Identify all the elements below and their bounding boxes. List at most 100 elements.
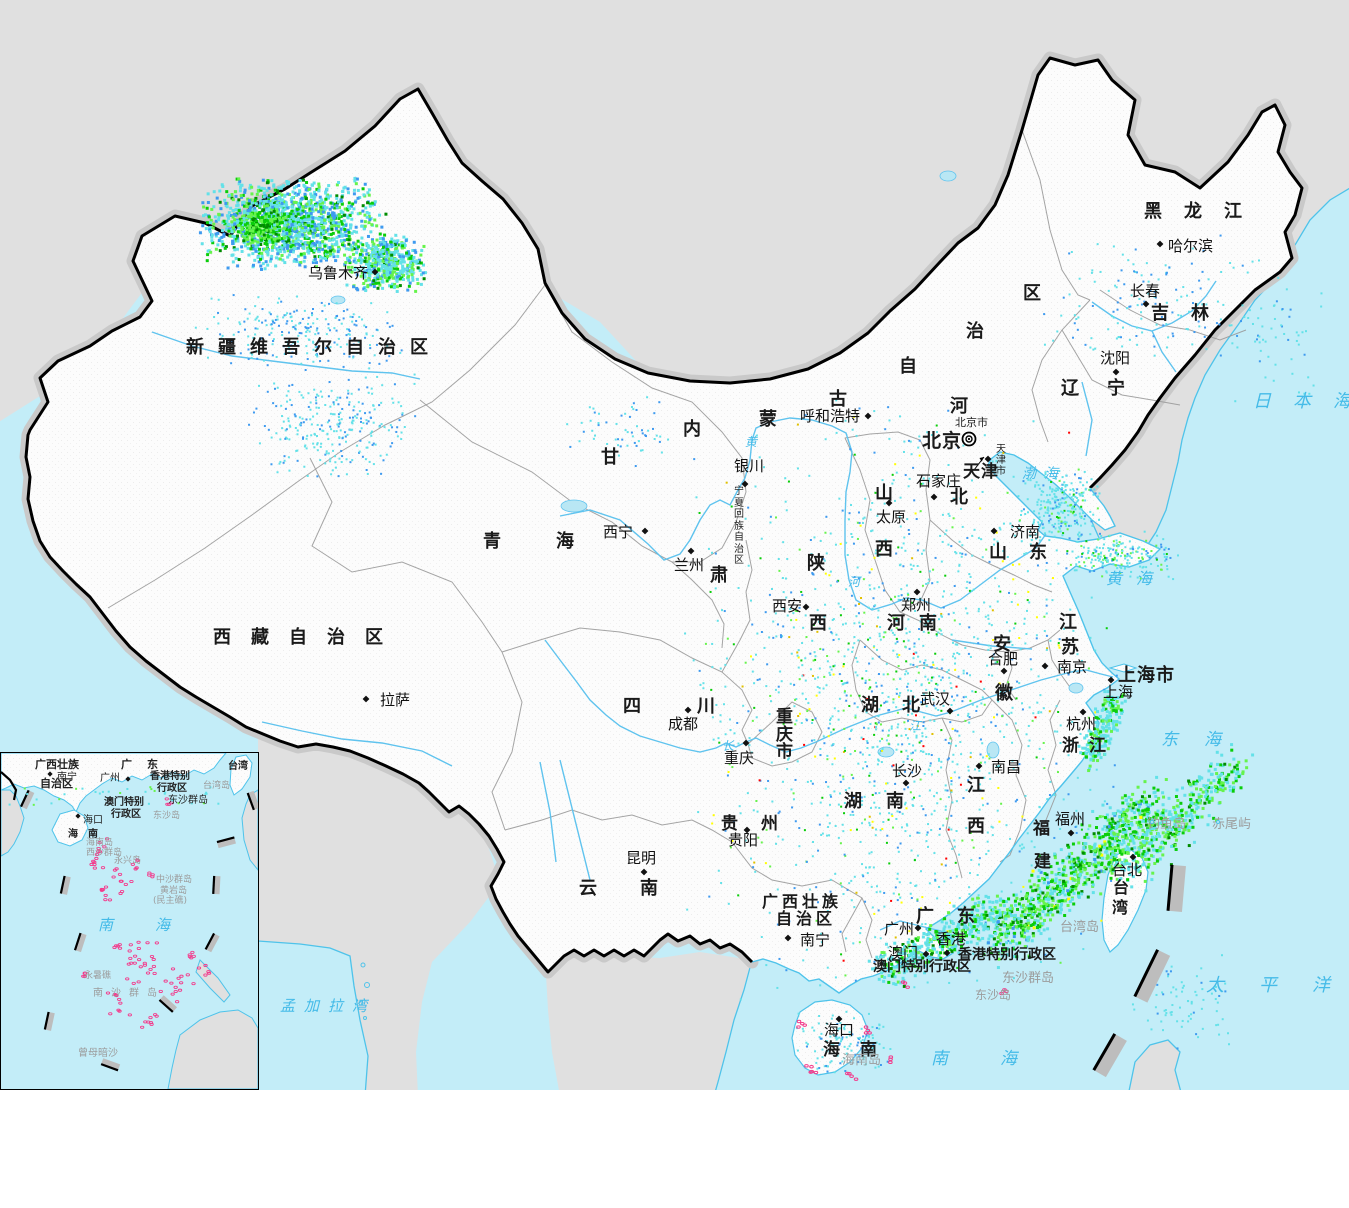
province-boundary [1099, 289, 1247, 341]
city-marker [930, 493, 938, 501]
province-boundary [844, 431, 931, 613]
city-label: 长春 [1130, 282, 1160, 300]
province-boundary [1061, 329, 1181, 406]
province-boundary [671, 561, 725, 649]
river [559, 417, 1047, 611]
province-boundary [731, 841, 873, 959]
capital-marker-beijing [961, 431, 977, 447]
province-label: 重 [776, 706, 793, 727]
inset-label: 东沙群岛 [168, 793, 208, 806]
city-label: 台北 [1112, 861, 1142, 879]
province-label: 西 [967, 816, 985, 837]
river [261, 721, 453, 767]
sea-label: 长 [722, 739, 735, 753]
inset-dash-segment [246, 790, 258, 811]
city-label: 成都 [668, 715, 698, 733]
sea-label: 河 [848, 575, 862, 589]
province-boundary [491, 651, 523, 831]
province-label: 甘 [601, 447, 619, 468]
province-boundary [1039, 699, 1061, 835]
island-label: 海南岛 [842, 1052, 881, 1068]
city-marker [1156, 240, 1164, 248]
province-label: 辽宁 [1061, 377, 1153, 399]
province-label: 海南 [823, 1039, 897, 1060]
inset-label: 南宁 [57, 770, 77, 783]
city-marker [885, 499, 893, 507]
inset-dash-segment [204, 932, 220, 953]
province-label: 陕 [807, 552, 825, 574]
city-marker [125, 776, 131, 782]
province-label: 黑龙江 [1144, 200, 1264, 222]
small-label: 治 [734, 542, 744, 555]
inset-label: 永兴岛 [114, 854, 141, 866]
city-label: 澳门 [888, 944, 918, 962]
city-marker [371, 268, 379, 276]
legend-panel: 全国雷达拼图 [2024-12-16 11:30:00] [ 组合反射率 ] d… [0, 1090, 1349, 1208]
inset-label: 海口 [83, 813, 103, 826]
reef-symbols [796, 980, 1009, 1081]
radar-echo-layer [194, 176, 1323, 1074]
inset-border [0, 752, 259, 1090]
city-label: 香港 [936, 930, 966, 948]
river [1151, 330, 1177, 373]
city-label: 呼和浩特 [800, 407, 860, 425]
small-label: 区 [734, 554, 744, 566]
province-label: 新疆维吾尔自治区 [186, 336, 442, 358]
nine-dash-line [1092, 864, 1186, 1078]
city-label: 郑州 [901, 596, 931, 614]
sea-label: 日本海 [1253, 391, 1349, 412]
province-label: 江 [967, 775, 985, 796]
province-label: 吉林 [1151, 302, 1231, 324]
inset-label: 西沙群岛 [86, 846, 122, 858]
island-label: 钓鱼岛 [1147, 816, 1186, 832]
river [1081, 381, 1093, 457]
city-marker [1129, 853, 1137, 861]
rivers-layer [151, 170, 1217, 942]
city-marker [641, 527, 649, 535]
inset-label: 广 [121, 757, 132, 771]
city-label: 乌鲁木齐 [308, 264, 368, 282]
city-marker [990, 527, 998, 535]
inset-vietnam [1, 789, 25, 857]
river [151, 331, 421, 380]
island [363, 1016, 367, 1020]
city-label: 太原 [876, 508, 906, 526]
chongming-island [1108, 663, 1138, 673]
province-label: 西 [875, 539, 893, 560]
sea-label: 孟加拉湾 [280, 997, 376, 1015]
province-label: 苏 [1061, 636, 1079, 658]
province-label: 治 [966, 320, 984, 342]
lake [986, 741, 1000, 759]
inset-luzon [241, 789, 258, 871]
city-marker [984, 455, 992, 463]
china-radar-map: 新疆维吾尔自治区 西藏自治区 青海甘肃内蒙古自治区黑龙江 吉林 辽宁河北山西山东 河南陕西… [0, 0, 1349, 1097]
small-label: 回 [734, 508, 744, 520]
province-label: 四川 [623, 696, 771, 717]
province-boundary [107, 284, 546, 609]
inset-label: 永暑礁 [84, 969, 111, 981]
province-boundary [991, 699, 1027, 863]
city-label: 西安 [772, 597, 802, 615]
small-label: 津 [996, 454, 1006, 466]
province-label: 自 [899, 355, 917, 377]
small-label: 市 [996, 464, 1006, 477]
city-marker [687, 547, 695, 555]
province-boundary [929, 519, 1053, 593]
province-boundary [841, 897, 863, 953]
inset-dash-segment [100, 1058, 121, 1072]
lake [877, 746, 895, 758]
inset-hainan [51, 809, 89, 847]
island-label: 赤尾屿 [1212, 817, 1251, 832]
province-label: 建 [1034, 851, 1051, 872]
province-boundary [721, 539, 753, 673]
island-label: 东沙岛 [975, 987, 1011, 1002]
river [539, 761, 557, 863]
province-label: 古 [829, 388, 847, 410]
city-label: 西宁 [603, 523, 633, 541]
city-marker [864, 412, 872, 420]
city-marker [743, 826, 751, 834]
small-label: 北京市 [955, 415, 988, 429]
nine-dash-segment [1092, 1033, 1127, 1078]
